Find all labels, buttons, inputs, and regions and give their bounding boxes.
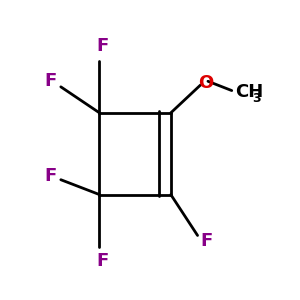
Text: F: F [44, 167, 56, 185]
Text: F: F [96, 252, 109, 270]
Text: F: F [44, 72, 56, 90]
Text: O: O [198, 74, 214, 92]
Text: F: F [200, 232, 213, 250]
Text: CH: CH [235, 83, 263, 101]
Text: 3: 3 [252, 92, 261, 105]
Text: F: F [96, 37, 109, 55]
